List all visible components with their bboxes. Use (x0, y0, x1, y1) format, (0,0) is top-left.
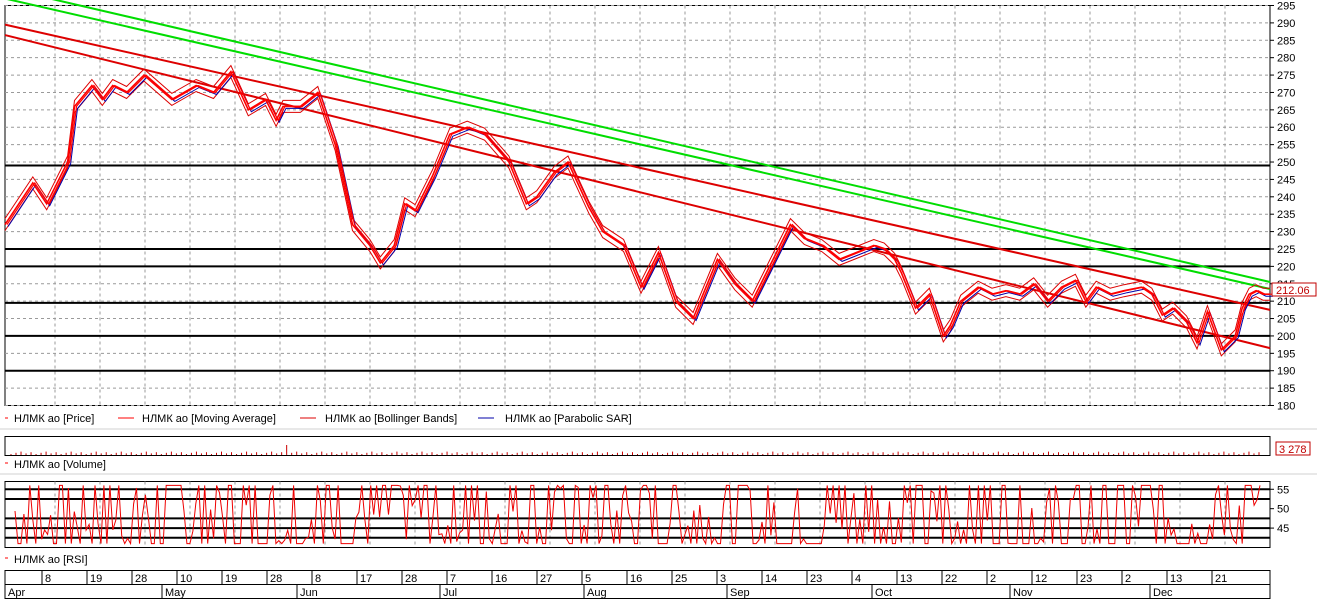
rsi-y-tick-label: 45 (1277, 523, 1289, 535)
volume-last-value: 3 278 (1279, 444, 1307, 456)
date-axis-day-label: 23 (1080, 573, 1092, 585)
price-line (4, 70, 1270, 352)
legend-parabolic-sar: НЛМК ао [Parabolic SAR] (505, 413, 632, 425)
date-axis-day-label: 13 (1170, 573, 1182, 585)
legend-volume: НЛМК ао [Volume] (14, 459, 106, 471)
date-axis-days: 8 19 28 10 19 28 8 17 28 7 16 27 5 16 25 3 14 23 4 13 22 2 12 2… (41, 570, 1227, 585)
rsi-y-axis: 45 50 55 (1270, 484, 1289, 535)
date-axis-day-label: 27 (540, 573, 552, 585)
price-legend: НЛМК ао [Price] НЛМК ао [Moving Average]… (5, 413, 632, 425)
date-axis-day-label: 4 (855, 573, 861, 585)
date-axis-months: Apr May Jun Jul Aug Sep Oct Nov Dec (4, 584, 1173, 599)
date-axis-month-label: Aug (587, 587, 607, 599)
price-grid (5, 5, 1270, 406)
date-axis-day-label: 19 (225, 573, 237, 585)
price-y-tick-label: 250 (1277, 157, 1295, 169)
price-series (4, 64, 1273, 357)
price-y-tick-label: 185 (1277, 383, 1295, 395)
price-y-tick-label: 275 (1277, 70, 1295, 82)
price-y-tick-label: 255 (1277, 140, 1295, 152)
date-axis-day-label: 2 (1125, 573, 1131, 585)
date-axis-month-label: Oct (875, 587, 892, 599)
volume-panel (4, 436, 1271, 456)
price-y-tick-label: 265 (1277, 105, 1295, 117)
date-axis-month-label: Apr (8, 587, 25, 599)
price-y-tick-label: 290 (1277, 18, 1295, 30)
date-axis-day-label: 8 (45, 573, 51, 585)
price-y-tick-label: 280 (1277, 53, 1295, 65)
price-y-tick-label: 210 (1277, 296, 1295, 308)
price-y-tick-label: 245 (1277, 174, 1295, 186)
date-axis-day-label: 7 (450, 573, 456, 585)
price-y-axis: 1801851901952002052102152202252302352402… (1270, 1, 1295, 413)
price-y-tick-label: 205 (1277, 314, 1295, 326)
price-last-value-box (1271, 282, 1317, 297)
date-axis-day-label: 2 (990, 573, 996, 585)
date-axis-day-label: 5 (585, 573, 591, 585)
price-last-value: 212.06 (1276, 285, 1310, 297)
date-axis-month-label: Jul (443, 587, 457, 599)
price-horizontal-levels (5, 164, 1270, 372)
legend-moving-average: НЛМК ао [Moving Average] (142, 413, 276, 425)
price-y-tick-label: 190 (1277, 366, 1295, 378)
price-y-tick-label: 295 (1277, 1, 1295, 13)
legend-price: НЛМК ао [Price] (14, 413, 94, 425)
price-y-tick-label: 180 (1277, 401, 1295, 413)
price-trend-line (6, 0, 1271, 290)
date-axis-day-label: 28 (405, 573, 417, 585)
price-y-tick-label: 195 (1277, 348, 1295, 360)
price-trend-line (51, 0, 1271, 283)
volume-last-value-box (1275, 441, 1311, 456)
date-axis-day-label: 16 (630, 573, 642, 585)
rsi-y-tick-label: 55 (1277, 484, 1289, 496)
date-axis-day-label: 28 (135, 573, 147, 585)
date-axis-month-label: Sep (730, 587, 750, 599)
date-axis-month-label: Nov (1013, 587, 1033, 599)
date-axis-day-label: 10 (180, 573, 192, 585)
price-y-tick-label: 285 (1277, 35, 1295, 47)
price-y-tick-label: 260 (1277, 122, 1295, 134)
date-axis-day-label: 3 (720, 573, 726, 585)
date-axis-day-label: 13 (900, 573, 912, 585)
date-axis-day-label: 12 (1035, 573, 1047, 585)
price-y-tick-label: 230 (1277, 227, 1295, 239)
date-axis-day-label: 21 (1215, 573, 1227, 585)
rsi-line (14, 484, 1261, 546)
date-axis-month-label: Jun (300, 587, 318, 599)
date-axis-day-label: 8 (315, 573, 321, 585)
date-axis-day-label: 22 (945, 573, 957, 585)
date-axis-day-label: 23 (810, 573, 822, 585)
date-axis-day-label: 17 (360, 573, 372, 585)
price-panel (4, 5, 1271, 406)
price-y-tick-label: 225 (1277, 244, 1295, 256)
parabolic-sar-line (7, 72, 1273, 353)
price-y-tick-label: 220 (1277, 261, 1295, 273)
rsi-series (14, 484, 1261, 546)
price-trend-line (4, 23, 1271, 311)
date-axis-day-label: 16 (495, 573, 507, 585)
price-y-tick-label: 270 (1277, 87, 1295, 99)
rsi-y-tick-label: 50 (1277, 504, 1289, 516)
legend-bollinger: НЛМК ао [Bollinger Bands] (325, 413, 457, 425)
volume-bars (10, 445, 1260, 455)
date-axis-day-label: 19 (90, 573, 102, 585)
date-axis-day-label: 28 (270, 573, 282, 585)
date-axis-day-label: 25 (675, 573, 687, 585)
date-axis-month-label: Dec (1153, 587, 1173, 599)
date-axis-month-label: May (165, 587, 186, 599)
price-y-tick-label: 235 (1277, 209, 1295, 221)
price-y-tick-label: 200 (1277, 331, 1295, 343)
date-axis-day-label: 14 (765, 573, 777, 585)
bollinger-upper-line (4, 64, 1270, 345)
legend-rsi: НЛМК ао [RSI] (14, 554, 88, 566)
price-y-tick-label: 240 (1277, 192, 1295, 204)
